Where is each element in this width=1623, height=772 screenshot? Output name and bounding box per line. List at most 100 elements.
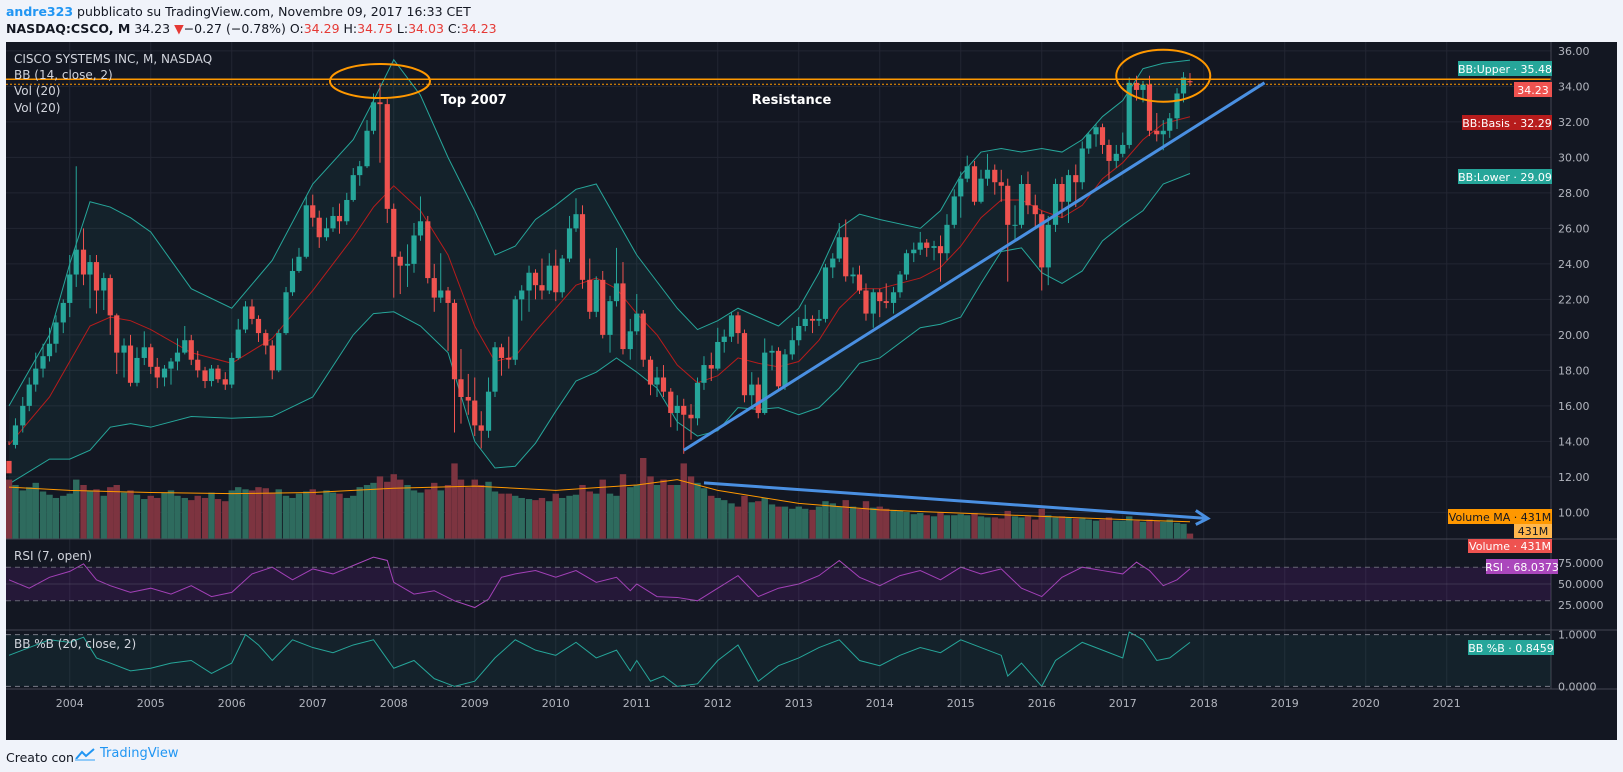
- volume-bar: [390, 474, 397, 539]
- candle-body: [735, 315, 741, 334]
- volume-bar: [505, 493, 512, 539]
- volume-bar: [1139, 521, 1147, 539]
- candle-body: [1012, 224, 1018, 226]
- volume-bar: [1119, 520, 1126, 539]
- volume-bar: [1052, 517, 1059, 539]
- volume-bar: [829, 503, 836, 539]
- candle-body: [188, 340, 194, 360]
- y-tick-label: 10.00: [1558, 506, 1590, 519]
- candle-body: [607, 301, 613, 335]
- candle-body: [937, 246, 944, 254]
- candle-body: [1025, 184, 1031, 206]
- candle-body: [1160, 130, 1166, 135]
- volume-bar: [113, 485, 120, 539]
- volume-bar: [491, 491, 499, 539]
- arrow-head-icon: [1194, 509, 1211, 526]
- volume-bar: [451, 463, 458, 539]
- volume-bar: [1032, 519, 1039, 539]
- candle-body: [93, 262, 100, 291]
- candle-body: [701, 365, 707, 383]
- candle-body: [600, 279, 606, 335]
- badge-bbpb: BB %B · 0.8459: [1468, 642, 1554, 655]
- candle-body: [6, 460, 12, 474]
- volume-bar: [188, 500, 195, 539]
- candle-body: [964, 166, 970, 179]
- candle-body: [1059, 184, 1065, 202]
- candle-body: [634, 313, 640, 332]
- uptrend-line[interactable]: [682, 81, 1266, 452]
- volume-bar: [518, 497, 525, 539]
- high-value: 34.75: [357, 21, 393, 36]
- volume-bar: [930, 516, 938, 539]
- candle-body: [755, 384, 761, 413]
- volume-bar: [417, 492, 424, 539]
- volume-bar: [599, 479, 606, 539]
- candle-body: [647, 359, 654, 385]
- volume-bar: [559, 497, 566, 539]
- y-tick-label: 32.00: [1558, 116, 1590, 129]
- volume-bar: [295, 493, 303, 539]
- candle-body: [235, 329, 241, 358]
- candle-body: [289, 270, 296, 293]
- badge-last: 34.23: [1517, 84, 1549, 97]
- volume-bar: [917, 513, 924, 539]
- last-price: 34.23: [134, 21, 171, 36]
- rsi-band: [6, 567, 1551, 601]
- volume-bar: [951, 515, 958, 539]
- candle-body: [397, 256, 403, 266]
- candle-body: [984, 169, 991, 179]
- chart-canvas[interactable]: Top 2007 Resistance 36.00 34.00 32.00 30.00…: [6, 42, 1617, 740]
- candle-body: [721, 336, 727, 342]
- candle-body: [458, 379, 464, 397]
- volume-bar: [498, 493, 505, 539]
- candle-body: [830, 258, 836, 268]
- volume-bar: [910, 514, 917, 539]
- candle-body: [573, 214, 579, 229]
- badge-vol-ma-val: 431M: [1518, 525, 1549, 538]
- candle-body: [40, 356, 46, 369]
- volume-bar: [141, 499, 148, 539]
- close-label: C:: [447, 21, 461, 36]
- volume-bar: [619, 474, 627, 539]
- candle-body: [53, 322, 59, 344]
- candle-body: [587, 279, 593, 312]
- publish-line: andre323 pubblicato su TradingView.com, …: [6, 4, 471, 19]
- candle-body: [775, 350, 782, 387]
- candle-body: [512, 299, 518, 360]
- author-link[interactable]: andre323: [6, 4, 74, 19]
- candle-body: [1032, 205, 1038, 215]
- volume-bar: [93, 489, 100, 539]
- volume-bar: [6, 479, 13, 539]
- x-tick-label: 2007: [299, 697, 327, 710]
- volume-bar: [1085, 519, 1092, 539]
- candle-body: [708, 365, 714, 369]
- top-2017-ellipse[interactable]: [1115, 48, 1212, 103]
- candle-body: [1086, 134, 1092, 149]
- top-2007-ellipse[interactable]: [328, 63, 431, 100]
- volume-bar: [222, 501, 229, 539]
- badge-volume-bg: [1468, 539, 1552, 553]
- volume-bar: [465, 487, 472, 539]
- volume-bar: [862, 501, 870, 539]
- candle-body: [1174, 93, 1180, 119]
- volume-bar: [815, 506, 823, 539]
- candle-body: [350, 175, 356, 200]
- volume-bar: [781, 506, 789, 539]
- volume-bar: [46, 494, 53, 539]
- candle-body: [336, 215, 343, 222]
- volume-downtrend-line[interactable]: [703, 481, 1208, 520]
- candle-body: [316, 217, 322, 238]
- volume-bar: [674, 485, 681, 539]
- volume-bar: [525, 499, 533, 539]
- y-tick-label: 18.00: [1558, 364, 1590, 377]
- candle-body: [931, 246, 937, 248]
- candle-body: [80, 249, 87, 275]
- badge-bb-upper-bg: [1458, 61, 1552, 76]
- tradingview-logo[interactable]: TradingView: [74, 746, 179, 761]
- bb-upper-line: [8, 58, 1191, 407]
- volume-bar: [728, 503, 735, 539]
- x-tick-label: 2012: [704, 697, 732, 710]
- volume-bar: [370, 482, 377, 539]
- candle-body: [1005, 185, 1011, 225]
- candle-body: [330, 215, 336, 229]
